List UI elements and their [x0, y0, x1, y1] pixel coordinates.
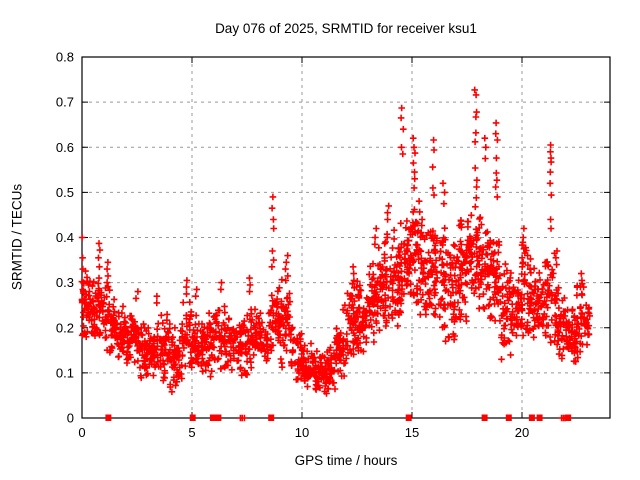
- y-tick-label: 0.1: [56, 365, 74, 380]
- y-tick-label: 0.8: [56, 50, 74, 65]
- scatter-points: [78, 86, 593, 422]
- x-axis-label: GPS time / hours: [294, 453, 398, 468]
- chart-title: Day 076 of 2025, SRMTID for receiver ksu…: [215, 21, 477, 36]
- y-tick-label: 0.7: [56, 95, 74, 110]
- y-tick-label: 0.5: [56, 185, 74, 200]
- x-tick-label: 15: [405, 425, 419, 440]
- y-tick-label: 0.4: [56, 230, 74, 245]
- y-tick-label: 0.2: [56, 320, 74, 335]
- y-tick-label: 0.3: [56, 275, 74, 290]
- x-tick-label: 5: [188, 425, 195, 440]
- y-tick-label: 0: [67, 411, 74, 426]
- x-tick-label: 20: [515, 425, 529, 440]
- x-tick-label: 0: [78, 425, 85, 440]
- x-tick-label: 10: [295, 425, 309, 440]
- y-tick-label: 0.6: [56, 140, 74, 155]
